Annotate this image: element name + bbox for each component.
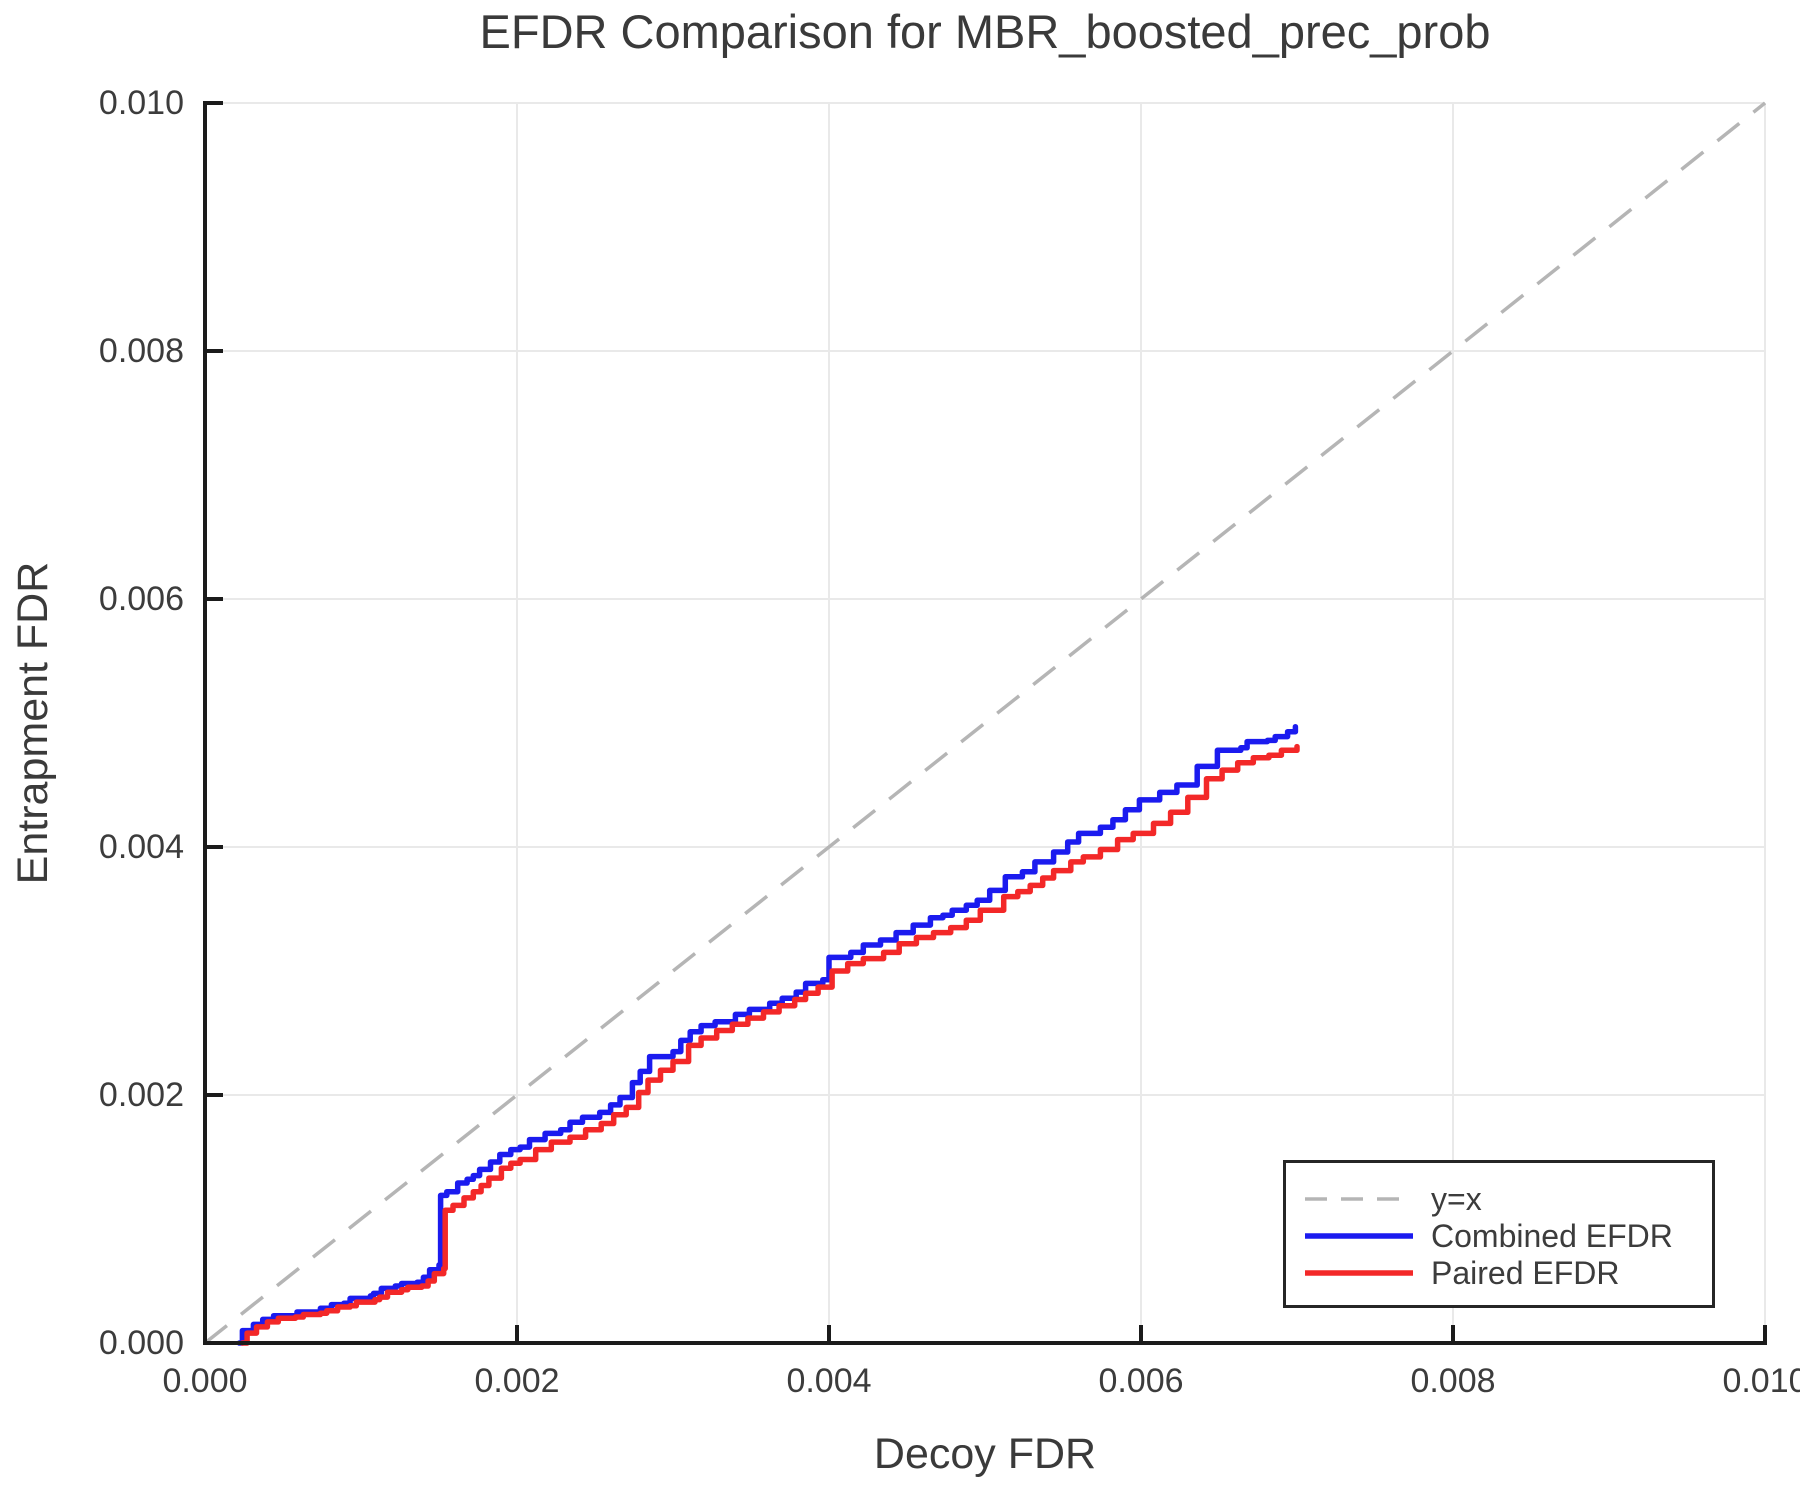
axis-spines [203, 101, 1767, 1345]
identity-line [203, 101, 1767, 1345]
legend-item-identity: y=x [1286, 1180, 1712, 1218]
legend-label-identity: y=x [1431, 1180, 1482, 1217]
x-tick-label-0.002: 0.002 [474, 1362, 560, 1400]
x-axis-label: Decoy FDR [873, 1430, 1097, 1478]
legend-label-combined-efdr: Combined EFDR [1431, 1217, 1673, 1254]
x-tick-label-0.010: 0.010 [1722, 1362, 1800, 1400]
gridlines [205, 102, 1766, 1343]
y-tick-label-0.004: 0.004 [98, 828, 184, 866]
identity-line-sample-icon [1305, 1197, 1413, 1201]
y-tick-label-0.006: 0.006 [98, 580, 184, 618]
legend-item-combined-efdr: Combined EFDR [1286, 1217, 1712, 1255]
x-tick-label-0.004: 0.004 [786, 1362, 872, 1400]
legend-item-paired-efdr: Paired EFDR [1286, 1254, 1712, 1292]
y-tick-label-0.010: 0.010 [98, 84, 184, 122]
y-axis-label: Entrapment FDR [9, 561, 57, 885]
legend: y=x Combined EFDR Paired EFDR [1283, 1160, 1715, 1308]
y-tick-label-0.002: 0.002 [98, 1076, 184, 1114]
x-tick-label-0.006: 0.006 [1098, 1362, 1184, 1400]
y-tick-label-0.008: 0.008 [98, 332, 184, 370]
series-combined-efdr [236, 723, 1299, 1346]
paired-efdr-line-sample-icon [1305, 1270, 1413, 1276]
series-paired-efdr [239, 743, 1300, 1346]
chart-title: EFDR Comparison for MBR_boosted_prec_pro… [479, 5, 1491, 58]
y-tick-label-0.000: 0.000 [98, 1324, 184, 1362]
combined-efdr-line-sample-icon [1305, 1233, 1413, 1239]
x-tick-label-0.000: 0.000 [162, 1362, 248, 1400]
legend-label-paired-efdr: Paired EFDR [1431, 1254, 1620, 1291]
x-tick-label-0.008: 0.008 [1410, 1362, 1496, 1400]
